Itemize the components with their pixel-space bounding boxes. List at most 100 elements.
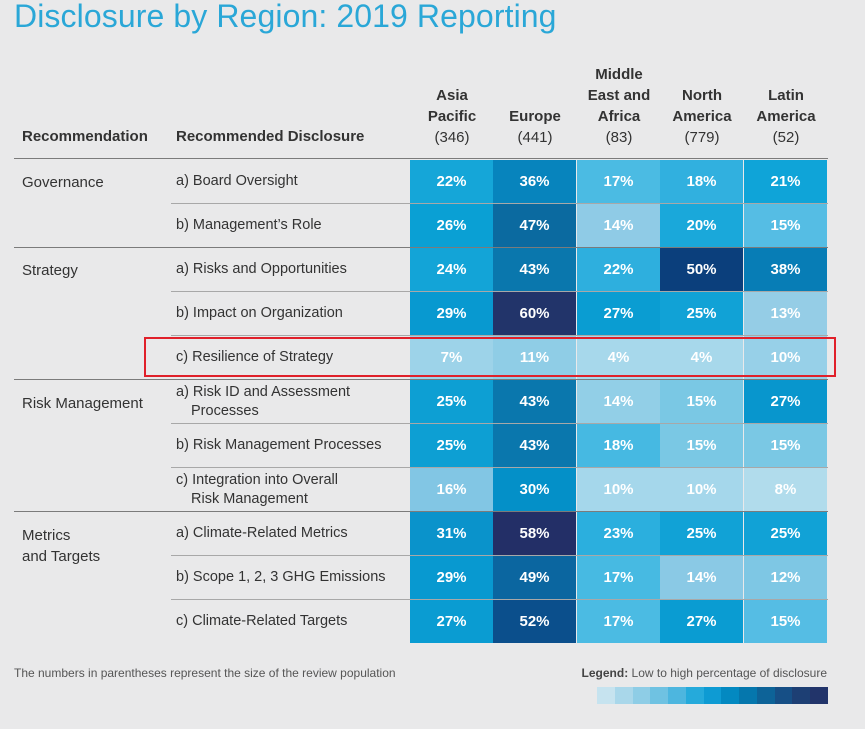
legend-swatch	[703, 687, 722, 704]
row-divider	[171, 599, 828, 600]
heatmap-cell: 10%	[660, 468, 743, 511]
heatmap-cell: 50%	[660, 248, 743, 291]
legend-swatch	[810, 687, 828, 704]
disclosure-header: Recommended Disclosure	[176, 128, 365, 145]
heatmap-cell: 14%	[660, 556, 743, 599]
disclosure-label-line: c) Climate-Related Targets	[176, 613, 348, 629]
heatmap-cell: 18%	[577, 424, 660, 467]
heatmap-cell: 49%	[493, 556, 576, 599]
column-header-2: Middle East and Africa (83)	[577, 60, 661, 158]
heatmap-cell: 58%	[493, 512, 576, 555]
group-label-line: Strategy	[22, 262, 78, 279]
heatmap-cell: 25%	[660, 512, 743, 555]
heatmap-cell: 11%	[493, 336, 576, 379]
disclosure-label: a) Board Oversight	[176, 160, 406, 203]
heatmap-cell: 16%	[410, 468, 493, 511]
disclosure-label: b) Impact on Organization	[176, 292, 406, 335]
heatmap-cell: 27%	[660, 600, 743, 643]
heatmap-cell: 4%	[660, 336, 743, 379]
legend-swatch	[614, 687, 633, 704]
legend-swatch	[632, 687, 651, 704]
group-label-line: and Targets	[22, 548, 101, 565]
heatmap-cell: 18%	[660, 160, 743, 203]
disclosure-label: c) Resilience of Strategy	[176, 336, 406, 379]
heatmap-cell: 22%	[577, 248, 660, 291]
column-name-line: Asia	[436, 87, 468, 104]
disclosure-label: a) Risk ID and Assessment Processes	[176, 380, 406, 423]
legend-swatch	[774, 687, 793, 704]
group-divider	[14, 379, 828, 380]
heatmap-cell: 25%	[410, 380, 493, 423]
group-label: Governance	[22, 172, 104, 193]
disclosure-label-line: a) Climate-Related Metrics	[176, 525, 348, 541]
column-header-3: North America (779)	[660, 60, 744, 158]
heatmap-cell: 38%	[744, 248, 827, 291]
legend-text: Low to high percentage of disclosure	[628, 666, 827, 680]
heatmap-cell: 12%	[744, 556, 827, 599]
column-header-4: Latin America (52)	[744, 60, 828, 158]
disclosure-label: a) Risks and Opportunities	[176, 248, 406, 291]
page-title: Disclosure by Region: 2019 Reporting	[14, 0, 557, 34]
column-name-line: East and	[587, 87, 651, 104]
legend-swatch	[650, 687, 669, 704]
heatmap-cell: 52%	[493, 600, 576, 643]
disclosure-label-line: b) Risk Management Processes	[176, 437, 382, 453]
legend-swatch	[792, 687, 811, 704]
footnote: The numbers in parentheses represent the…	[14, 666, 396, 680]
disclosure-label: b) Risk Management Processes	[176, 424, 406, 467]
table-bottom-rule	[410, 643, 828, 644]
heatmap-cell: 14%	[577, 380, 660, 423]
column-count: (441)	[517, 129, 553, 146]
disclosure-label: c) Integration into Overall Risk Manageme…	[176, 468, 406, 511]
heatmap-cell: 27%	[744, 380, 827, 423]
disclosure-label-line: b) Scope 1, 2, 3 GHG Emissions	[176, 569, 386, 585]
disclosure-label: c) Climate-Related Targets	[176, 600, 406, 643]
heatmap-cell: 15%	[744, 424, 827, 467]
column-name-line: Latin	[768, 87, 804, 104]
recommendation-header: Recommendation	[22, 128, 148, 145]
row-divider	[171, 291, 828, 292]
heatmap-cell: 20%	[660, 204, 743, 247]
row-divider	[171, 335, 828, 336]
heatmap-cell: 60%	[493, 292, 576, 335]
heatmap-cell: 47%	[493, 204, 576, 247]
column-name-line: Africa	[597, 108, 641, 125]
column-count: (779)	[684, 129, 720, 146]
group-label-line: Metrics	[22, 527, 71, 544]
heatmap-cell: 10%	[744, 336, 827, 379]
group-label-line: Risk Management	[22, 395, 143, 412]
heatmap-cell: 27%	[577, 292, 660, 335]
heatmap-cell: 22%	[410, 160, 493, 203]
disclosure-label-line: c) Integration into Overall	[176, 471, 338, 488]
heatmap-cell: 25%	[410, 424, 493, 467]
column-name-line: America	[672, 108, 732, 125]
heatmap-cell: 24%	[410, 248, 493, 291]
heatmap-cell: 15%	[660, 424, 743, 467]
heatmap-cell: 17%	[577, 160, 660, 203]
group-label: Risk Management	[22, 393, 143, 414]
column-count: (83)	[605, 129, 633, 146]
column-name-line: Middle	[595, 66, 643, 83]
disclosure-label-line: a) Risks and Opportunities	[176, 261, 347, 277]
heatmap-cell: 29%	[410, 292, 493, 335]
disclosure-label: b) Scope 1, 2, 3 GHG Emissions	[176, 556, 406, 599]
heatmap-cell: 29%	[410, 556, 493, 599]
column-name-line: North	[682, 87, 722, 104]
heatmap-cell: 15%	[744, 204, 827, 247]
legend-swatch	[668, 687, 686, 704]
disclosure-label-line: Processes	[191, 402, 259, 419]
row-divider	[171, 423, 828, 424]
column-count: (346)	[434, 129, 470, 146]
row-divider	[171, 203, 828, 204]
disclosure-label: b) Management’s Role	[176, 204, 406, 247]
heatmap-cell: 30%	[493, 468, 576, 511]
heatmap-cell: 10%	[577, 468, 660, 511]
heatmap-cell: 17%	[577, 556, 660, 599]
group-label-line: Governance	[22, 174, 104, 191]
heatmap-cell: 27%	[410, 600, 493, 643]
heatmap-cell: 21%	[744, 160, 827, 203]
column-name-line: Europe	[509, 108, 561, 125]
heatmap-cell: 43%	[493, 424, 576, 467]
disclosure-label-line: c) Resilience of Strategy	[176, 349, 334, 365]
group-divider	[14, 511, 828, 512]
